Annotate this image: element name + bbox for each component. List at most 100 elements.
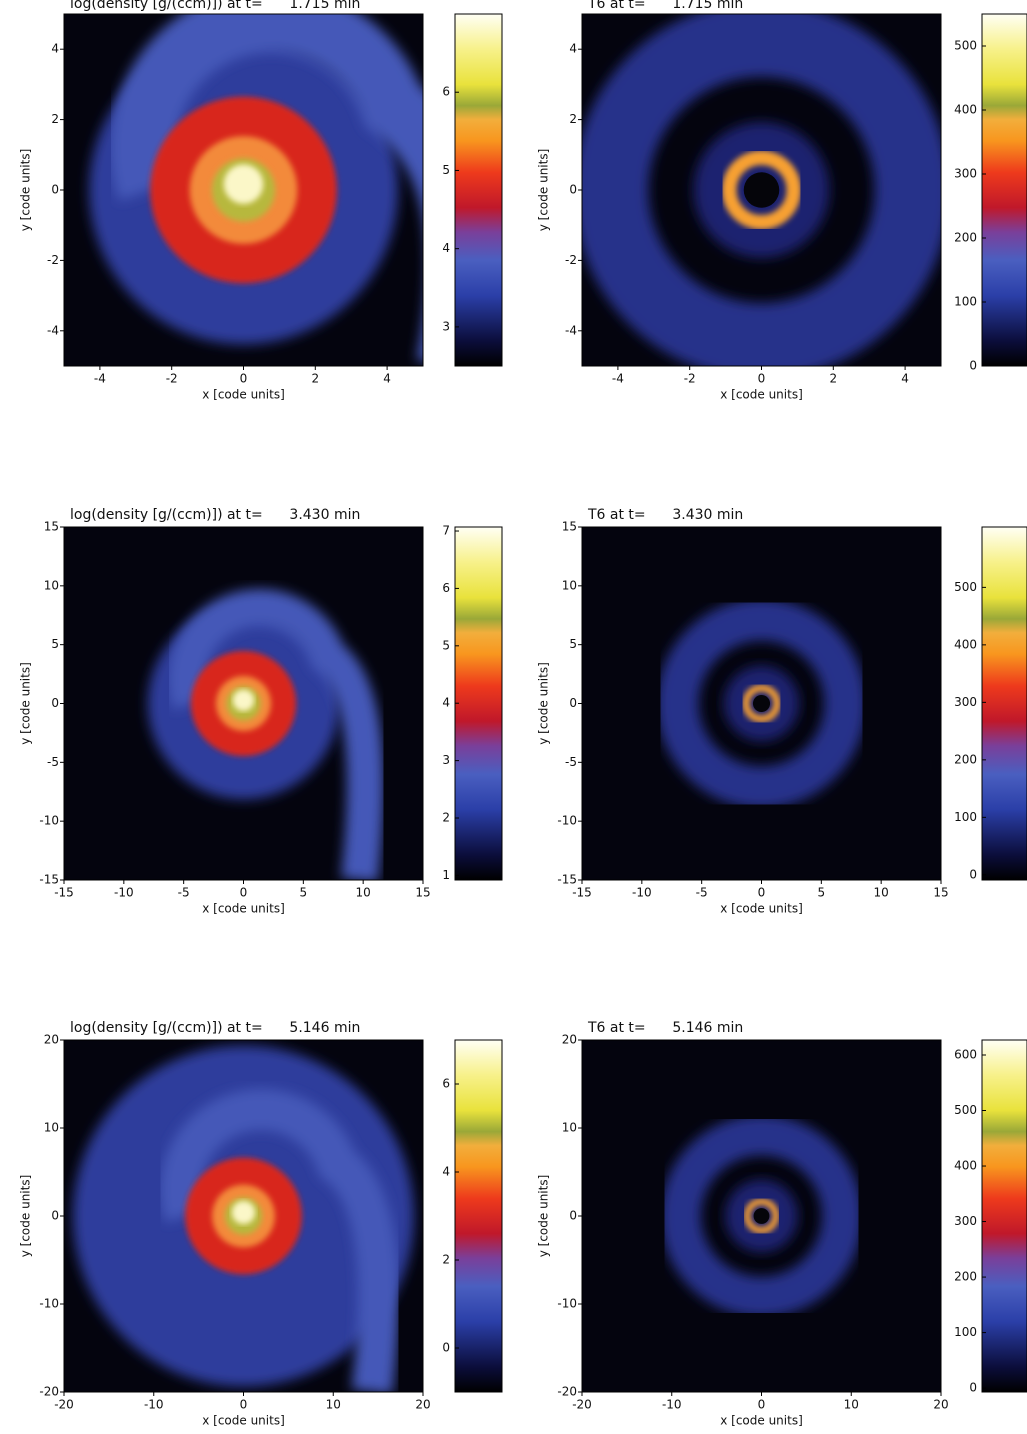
- x-tick-label: -20: [54, 1398, 74, 1412]
- y-tick-label: -10: [39, 1297, 59, 1311]
- x-tick-label: 5: [300, 886, 308, 900]
- hot-ring: [721, 150, 802, 230]
- heatmap-image: [582, 14, 941, 366]
- y-tick-label: 4: [569, 42, 577, 56]
- colorbar-tick-label: 400: [954, 103, 977, 117]
- x-tick-label: -15: [572, 886, 592, 900]
- halo: [582, 14, 941, 366]
- x-tick-label: 15: [933, 886, 948, 900]
- x-tick-label: -10: [662, 1398, 682, 1412]
- chart-title: T6 at t= 5.146 min: [587, 1020, 743, 1036]
- chart-title: log(density [g/(ccm)]) at t= 5.146 min: [70, 1020, 360, 1036]
- colorbar-tick-label: 6: [442, 581, 450, 595]
- hot-core: [743, 172, 780, 208]
- colorbar-tick-label: 500: [954, 1103, 977, 1117]
- y-tick-label: -10: [39, 814, 59, 828]
- colorbar-tick-label: 500: [954, 39, 977, 53]
- y-tick-label: 0: [51, 696, 59, 710]
- arm: [160, 1089, 399, 1392]
- chart-title: T6 at t= 3.430 min: [587, 507, 743, 523]
- x-tick-label: -4: [94, 372, 106, 386]
- colorbar-tick-label: 0: [442, 1341, 450, 1355]
- x-tick-label: -5: [178, 886, 190, 900]
- y-tick-label: 5: [569, 637, 577, 651]
- colorbar: [981, 13, 1027, 367]
- chart-title: log(density [g/(ccm)]) at t= 3.430 min: [70, 507, 360, 523]
- x-axis-label: x [code units]: [202, 1414, 285, 1428]
- x-axis-label: x [code units]: [720, 388, 803, 402]
- colorbar-tick-label: 6: [442, 85, 450, 99]
- y-tick-label: -10: [557, 1297, 577, 1311]
- y-tick-label: 10: [44, 1121, 59, 1135]
- colorbar: [454, 13, 503, 367]
- y-tick-label: 0: [51, 1209, 59, 1223]
- chart-title: T6 at t= 1.715 min: [587, 0, 743, 12]
- y-tick-label: -20: [557, 1385, 577, 1399]
- colorbar-tick-label: 200: [954, 1270, 977, 1284]
- colorbar-tick-label: 0: [969, 867, 977, 881]
- y-tick-label: 2: [51, 112, 59, 126]
- colorbar-tick-label: 400: [954, 637, 977, 651]
- y-tick-label: 15: [44, 520, 59, 534]
- arm: [110, 14, 423, 362]
- colorbar: [454, 1039, 503, 1393]
- colorbar-tick-label: 1: [442, 868, 450, 882]
- x-tick-label: 0: [240, 1398, 248, 1412]
- y-tick-label: 15: [562, 520, 577, 534]
- x-tick-label: -20: [572, 1398, 592, 1412]
- y-axis-label: y [code units]: [19, 662, 33, 745]
- core: [223, 164, 264, 204]
- x-tick-label: 0: [758, 1398, 766, 1412]
- y-tick-label: -5: [47, 755, 59, 769]
- y-tick-label: 10: [562, 578, 577, 592]
- heatmap-image: [64, 527, 423, 880]
- y-tick-label: 20: [44, 1033, 59, 1047]
- y-tick-label: -15: [39, 873, 59, 887]
- x-tick-label: 0: [240, 886, 248, 900]
- colorbar-tick-label: 5: [442, 638, 450, 652]
- colorbar-tick-label: 300: [954, 695, 977, 709]
- halo: [656, 598, 867, 809]
- colorbar-tick-label: 400: [954, 1159, 977, 1173]
- y-tick-label: -20: [39, 1385, 59, 1399]
- hot-core: [753, 1208, 770, 1224]
- y-tick-label: -2: [47, 253, 59, 267]
- colorbar-tick-label: 0: [969, 359, 977, 373]
- y-tick-label: 0: [569, 1209, 577, 1223]
- x-tick-label: 10: [356, 886, 371, 900]
- y-tick-label: 0: [569, 696, 577, 710]
- hot-core: [752, 694, 771, 713]
- chart-title: log(density [g/(ccm)]) at t= 1.715 min: [70, 0, 360, 12]
- colorbar-tick-label: 200: [954, 752, 977, 766]
- colorbar-tick-label: 4: [442, 241, 450, 255]
- y-axis-label: y [code units]: [537, 662, 551, 745]
- x-axis-label: x [code units]: [202, 388, 285, 402]
- colorbar-tick-label: 5: [442, 163, 450, 177]
- y-tick-label: 20: [562, 1033, 577, 1047]
- x-tick-label: 4: [383, 372, 391, 386]
- y-tick-label: -15: [557, 873, 577, 887]
- colorbar-tick-label: 4: [442, 696, 450, 710]
- hot-ring: [742, 684, 781, 723]
- x-tick-label: -2: [684, 372, 696, 386]
- y-tick-label: 5: [51, 637, 59, 651]
- colorbar: [454, 526, 503, 881]
- colorbar-tick-label: 200: [954, 231, 977, 245]
- x-tick-label: -10: [632, 886, 652, 900]
- x-axis-label: x [code units]: [202, 902, 285, 916]
- y-tick-label: -4: [565, 323, 577, 337]
- y-tick-label: 0: [569, 183, 577, 197]
- arm: [168, 588, 384, 880]
- heatmap-image: [64, 1040, 423, 1392]
- y-axis-label: y [code units]: [19, 1175, 33, 1258]
- y-tick-label: -2: [565, 253, 577, 267]
- x-tick-label: 0: [240, 372, 248, 386]
- colorbar-tick-label: 4: [442, 1165, 450, 1179]
- colorbar-tick-label: 6: [442, 1077, 450, 1091]
- x-tick-label: -5: [696, 886, 708, 900]
- y-tick-label: 0: [51, 183, 59, 197]
- x-tick-label: 20: [415, 1398, 430, 1412]
- colorbar: [981, 526, 1027, 881]
- x-tick-label: 4: [901, 372, 909, 386]
